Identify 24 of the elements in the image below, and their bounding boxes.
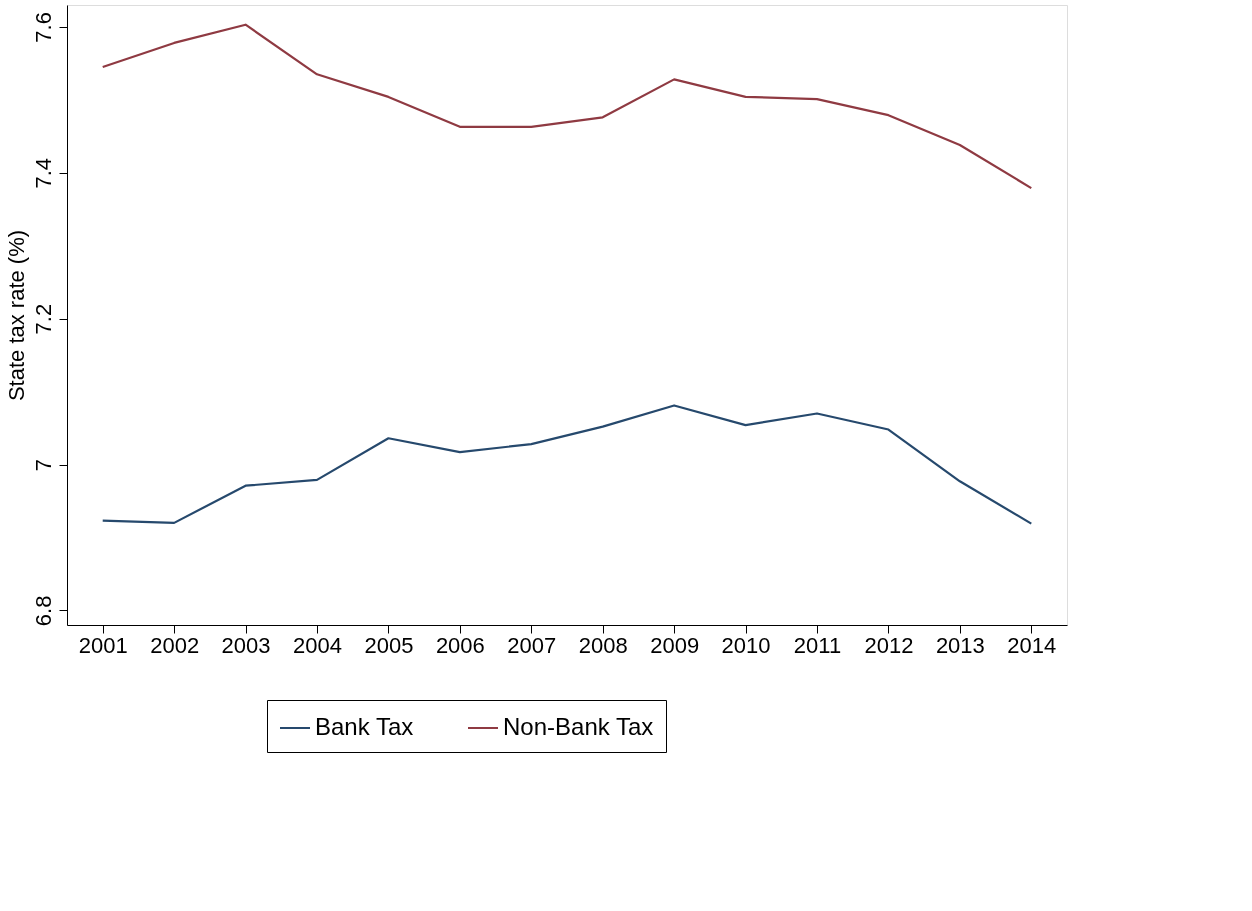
x-tick-label: 2012 (864, 632, 914, 658)
y-tick-label: 7.4 (30, 157, 56, 189)
y-tick-label: 7 (30, 458, 56, 472)
x-tick-label: 2001 (78, 632, 128, 658)
x-tick-label: 2008 (578, 632, 628, 658)
legend-label: Bank Tax (315, 713, 414, 740)
x-tick-label: 2014 (1007, 632, 1057, 658)
x-tick-label: 2009 (650, 632, 700, 658)
line-series (101, 23, 1033, 190)
x-tick-label: 2010 (721, 632, 771, 658)
y-tick-label: 7.2 (30, 303, 56, 335)
x-tick-label: 2003 (221, 632, 271, 658)
y-tick-label: 6.8 (30, 595, 56, 627)
y-tick-label: 7.6 (30, 12, 56, 43)
x-tick-label: 2002 (150, 632, 200, 658)
x-tick-label: 2007 (507, 632, 557, 658)
x-tick-label: 2004 (293, 632, 342, 658)
x-tick-label: 2006 (435, 632, 485, 658)
line-series (101, 404, 1033, 525)
y-axis-title: State tax rate (%) (3, 229, 29, 402)
legend-label: Non-Bank Tax (503, 713, 654, 740)
x-tick-label: 2013 (935, 632, 985, 658)
x-tick-label: 2011 (793, 632, 842, 658)
x-tick-label: 2005 (364, 632, 414, 658)
